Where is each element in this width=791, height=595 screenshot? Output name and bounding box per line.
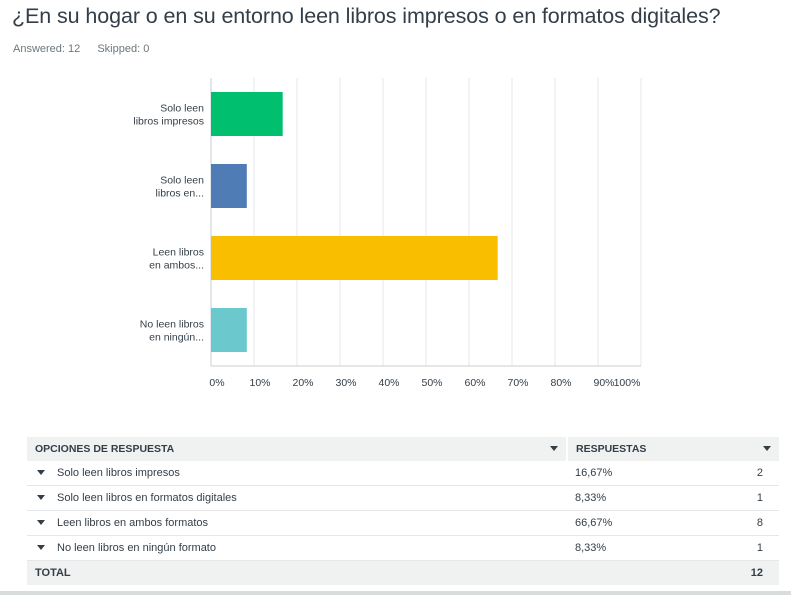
option-label: Leen libros en ambos formatos bbox=[57, 517, 209, 529]
x-tick-label: 90% bbox=[593, 377, 614, 389]
option-percent: 8,33% bbox=[567, 485, 733, 511]
x-tick-label: 40% bbox=[378, 377, 399, 389]
table-row: No leen libros en ningún formato 8,33% 1 bbox=[27, 535, 779, 561]
column-header-responses[interactable]: RESPUESTAS bbox=[567, 437, 779, 461]
response-stats: Answered: 12 Skipped: 0 bbox=[13, 43, 163, 55]
expand-triangle-icon[interactable] bbox=[37, 495, 45, 501]
bar[interactable] bbox=[211, 236, 498, 280]
category-label: Solo leen bbox=[160, 103, 204, 115]
category-label: libros impresos bbox=[133, 116, 204, 128]
x-tick-label: 0% bbox=[209, 377, 224, 389]
x-tick-label: 10% bbox=[249, 377, 270, 389]
total-label: TOTAL bbox=[27, 560, 567, 585]
option-count: 1 bbox=[733, 535, 779, 561]
x-tick-label: 80% bbox=[550, 377, 571, 389]
option-count: 2 bbox=[733, 461, 779, 486]
x-tick-label: 70% bbox=[507, 377, 528, 389]
x-tick-label: 20% bbox=[292, 377, 313, 389]
option-count: 1 bbox=[733, 485, 779, 511]
sort-caret-icon[interactable] bbox=[550, 446, 558, 451]
category-label: libros en... bbox=[156, 188, 204, 200]
category-label: No leen libros bbox=[140, 319, 204, 331]
bar[interactable] bbox=[211, 92, 283, 136]
total-count: 12 bbox=[733, 560, 779, 585]
table-row: Solo leen libros impresos 16,67% 2 bbox=[27, 461, 779, 486]
column-header-responses-label: RESPUESTAS bbox=[576, 443, 647, 455]
x-tick-label: 60% bbox=[464, 377, 485, 389]
sort-caret-icon[interactable] bbox=[763, 446, 771, 451]
column-header-options-label: OPCIONES DE RESPUESTA bbox=[35, 443, 175, 455]
expand-triangle-icon[interactable] bbox=[37, 520, 45, 526]
option-label: Solo leen libros impresos bbox=[57, 467, 180, 479]
bar-chart: 0% 10% 20% 30% 40% 50% 60% 70% 80% 90% 100% Solo le… bbox=[133, 78, 642, 389]
option-percent: 16,67% bbox=[567, 461, 733, 486]
category-label: Solo leen bbox=[160, 175, 204, 187]
category-label: en ningún... bbox=[149, 332, 204, 344]
expand-triangle-icon[interactable] bbox=[37, 545, 45, 551]
option-label: Solo leen libros en formatos digitales bbox=[57, 492, 237, 504]
option-label: No leen libros en ningún formato bbox=[57, 542, 216, 554]
expand-triangle-icon[interactable] bbox=[37, 470, 45, 476]
skipped-count: Skipped: 0 bbox=[97, 43, 150, 55]
bottom-divider bbox=[0, 591, 791, 595]
answered-count: Answered: 12 bbox=[13, 43, 81, 55]
option-count: 8 bbox=[733, 510, 779, 536]
x-tick-label: 100% bbox=[614, 377, 641, 389]
total-row: TOTAL 12 bbox=[27, 560, 779, 585]
total-percent bbox=[567, 560, 733, 585]
x-tick-label: 30% bbox=[335, 377, 356, 389]
option-percent: 66,67% bbox=[567, 510, 733, 536]
table-row: Leen libros en ambos formatos 66,67% 8 bbox=[27, 510, 779, 536]
category-label: en ambos... bbox=[149, 260, 204, 272]
category-label: Leen libros bbox=[153, 247, 204, 259]
column-header-options[interactable]: OPCIONES DE RESPUESTA bbox=[27, 437, 568, 461]
x-tick-label: 50% bbox=[421, 377, 442, 389]
table-row: Solo leen libros en formatos digitales 8… bbox=[27, 485, 779, 511]
responses-table: OPCIONES DE RESPUESTA RESPUESTAS Solo le… bbox=[27, 437, 779, 585]
bar[interactable] bbox=[211, 308, 247, 352]
question-title: ¿En su hogar o en su entorno leen libros… bbox=[12, 4, 721, 28]
option-percent: 8,33% bbox=[567, 535, 733, 561]
bar[interactable] bbox=[211, 164, 247, 208]
